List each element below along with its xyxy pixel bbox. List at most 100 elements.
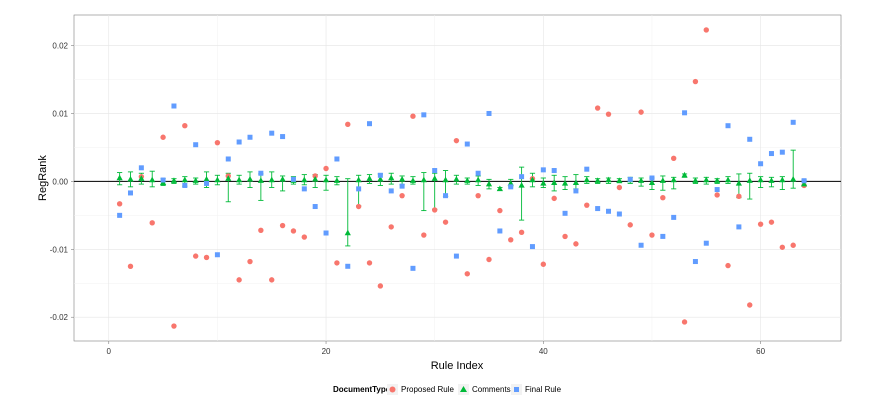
point-comments	[246, 175, 254, 182]
point-proposed-rule	[410, 113, 416, 119]
point-comments	[279, 175, 286, 182]
point-final-rule	[236, 139, 242, 145]
point-final-rule	[736, 224, 742, 230]
point-proposed-rule	[573, 241, 579, 247]
point-comments	[322, 176, 330, 183]
point-proposed-rule	[670, 155, 677, 162]
point-proposed-rule	[116, 201, 123, 207]
legend: DocumentType Proposed Rule Comments Fina…	[333, 384, 562, 395]
point-comments	[724, 176, 732, 183]
point-final-rule	[747, 136, 753, 142]
point-comments	[518, 182, 525, 188]
point-proposed-rule	[366, 260, 373, 266]
point-comments	[388, 174, 395, 181]
point-final-rule	[497, 228, 503, 234]
point-proposed-rule	[431, 207, 438, 213]
point-proposed-rule	[627, 222, 633, 228]
point-final-rule	[377, 172, 383, 178]
point-final-rule	[475, 170, 481, 176]
point-comments	[703, 176, 710, 183]
point-final-rule	[725, 123, 731, 129]
point-proposed-rule	[616, 184, 623, 191]
point-final-rule	[345, 263, 351, 269]
point-comments	[496, 185, 503, 192]
point-final-rule	[334, 156, 340, 162]
x-tick-label: 60	[756, 347, 765, 356]
point-proposed-rule	[334, 260, 340, 266]
point-comments	[268, 176, 275, 183]
point-comments	[670, 176, 677, 183]
point-final-rule	[606, 208, 612, 214]
point-final-rule	[258, 170, 264, 176]
point-proposed-rule	[562, 233, 568, 240]
point-final-rule	[692, 259, 698, 265]
point-proposed-rule	[160, 134, 166, 140]
point-proposed-rule	[649, 232, 655, 238]
point-final-rule	[627, 176, 633, 182]
point-proposed-rule	[247, 258, 253, 265]
point-proposed-rule	[497, 207, 503, 214]
y-tick-label: 0.02	[52, 42, 68, 51]
point-comments	[475, 176, 482, 183]
point-comments	[377, 175, 384, 182]
point-proposed-rule	[768, 219, 775, 225]
point-comments	[746, 177, 753, 183]
point-comments	[572, 179, 580, 185]
point-proposed-rule	[518, 229, 525, 236]
point-proposed-rule	[182, 123, 188, 129]
point-comments	[127, 175, 134, 182]
point-comments	[735, 180, 742, 186]
point-comments	[409, 177, 417, 183]
point-proposed-rule	[301, 234, 308, 240]
point-comments	[779, 176, 786, 183]
point-comments	[540, 180, 547, 186]
point-comments	[453, 175, 460, 182]
point-final-rule	[312, 204, 318, 210]
point-comments	[257, 177, 264, 183]
point-final-rule	[551, 168, 557, 174]
point-comments	[333, 177, 341, 183]
point-comments	[355, 176, 362, 183]
point-final-rule	[768, 151, 774, 157]
point-proposed-rule	[605, 111, 612, 117]
point-proposed-rule	[269, 277, 275, 283]
point-proposed-rule	[551, 195, 557, 202]
point-final-rule	[301, 186, 307, 192]
point-final-rule	[573, 188, 579, 194]
point-proposed-rule	[453, 137, 460, 144]
point-final-rule	[540, 167, 546, 173]
point-proposed-rule	[540, 261, 547, 267]
point-final-rule	[649, 175, 655, 181]
point-final-rule	[269, 130, 275, 136]
point-comments	[790, 175, 797, 182]
point-final-rule	[562, 210, 568, 216]
point-proposed-rule	[692, 78, 699, 85]
point-proposed-rule	[192, 253, 199, 259]
point-final-rule	[758, 161, 764, 167]
point-final-rule	[464, 141, 470, 147]
point-final-rule	[290, 176, 296, 182]
point-comments	[714, 177, 721, 183]
point-proposed-rule	[790, 242, 796, 248]
x-tick-label: 40	[539, 347, 548, 356]
point-final-rule	[595, 206, 601, 212]
point-proposed-rule	[388, 224, 394, 230]
point-final-rule	[247, 134, 253, 140]
point-final-rule	[779, 149, 785, 155]
point-proposed-rule	[736, 193, 742, 200]
y-tick-label: 0.00	[52, 177, 68, 186]
point-comments	[616, 177, 623, 183]
point-final-rule	[160, 177, 166, 183]
point-comments	[768, 177, 775, 183]
point-proposed-rule	[594, 105, 601, 111]
point-final-rule	[367, 121, 373, 127]
point-proposed-rule	[442, 219, 449, 225]
point-final-rule	[214, 252, 220, 258]
point-proposed-rule	[127, 263, 134, 269]
point-final-rule	[801, 178, 807, 184]
point-proposed-rule	[399, 192, 405, 199]
point-comments	[225, 175, 232, 181]
axis-ticks: 0 20 40 60 -0.02 -0.01 0.00 0.01 0.02	[50, 42, 766, 356]
point-final-rule	[508, 184, 514, 190]
